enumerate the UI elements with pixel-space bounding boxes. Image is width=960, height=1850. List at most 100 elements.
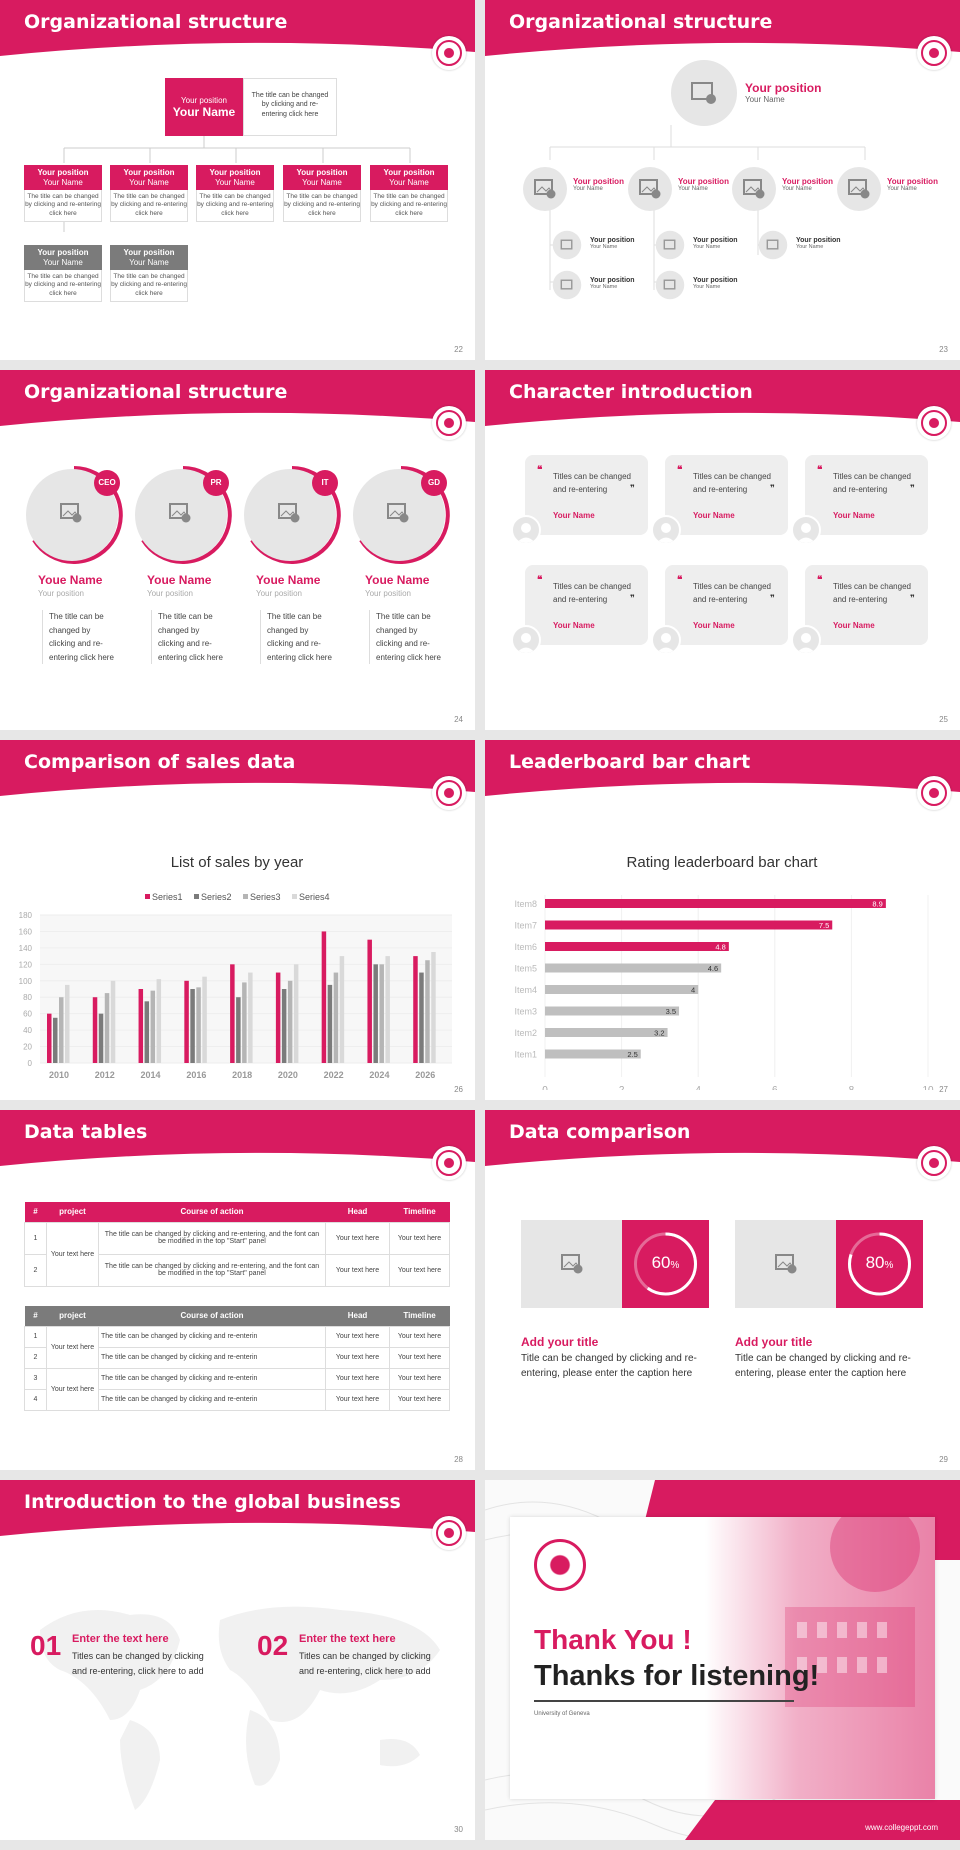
university-seal-icon <box>432 406 466 440</box>
position-label: Your position <box>693 277 738 284</box>
testimonial-card[interactable]: ❝ Titles can be changed and re-entering ❞ Y… <box>805 455 928 535</box>
connector-lines <box>63 136 411 232</box>
bar <box>230 964 235 1063</box>
thanks-listening-heading: Thanks for listening! <box>534 1660 820 1692</box>
position-description: The title can be changed by clicking and… <box>283 190 361 222</box>
testimonial-card[interactable]: ❝ Titles can be changed and re-entering ❞ Y… <box>805 565 928 645</box>
position-label: Your position <box>209 167 261 177</box>
person-name: Your Name <box>553 511 595 520</box>
testimonial-card[interactable]: ❝ Titles can be changed and re-entering ❞ Y… <box>665 565 788 645</box>
avatar-icon <box>791 515 821 545</box>
position-box[interactable]: Your position Your Name <box>110 165 188 190</box>
quote-text: Titles can be changed and re-entering <box>833 582 911 604</box>
person-name: Youe Name <box>147 573 212 587</box>
bar <box>425 960 430 1063</box>
slide-30[interactable]: Introduction to the global business 01 En… <box>0 1480 475 1840</box>
quote-text: Titles can be changed and re-entering <box>693 582 771 604</box>
position-box[interactable]: Your position Your Name <box>24 165 102 190</box>
top-position-box[interactable]: Your position Your Name <box>165 78 243 136</box>
website-link[interactable]: www.collegeppt.com <box>865 1823 938 1832</box>
table-row[interactable]: 3 Your text here The title can be change… <box>24 1367 450 1411</box>
position-box[interactable]: Your position Your Name <box>24 245 102 270</box>
percent-number: 80 <box>865 1253 885 1272</box>
table-row[interactable]: 4 The title can be changed by clicking a… <box>24 1388 450 1411</box>
col-header: Head <box>347 1207 368 1217</box>
slide-27[interactable]: Leaderboard bar chart Rating leaderboard… <box>485 740 960 1100</box>
cell: Your text here <box>46 1325 99 1369</box>
legend-swatch <box>243 894 248 899</box>
position-box[interactable]: Your position Your Name <box>110 245 188 270</box>
table-row[interactable]: 1 Your text here The title can be change… <box>24 1325 450 1369</box>
position-block: Your position Your Name <box>590 277 635 290</box>
bar <box>545 1049 641 1059</box>
top-position: Your position Your Name <box>745 81 821 104</box>
position-block: Your position Your Name <box>796 237 841 250</box>
slide-24[interactable]: Organizational structure CEO Youe Name You… <box>0 370 475 730</box>
table-row[interactable]: 1 Your text here The title can be change… <box>24 1221 450 1287</box>
bar <box>327 984 333 1063</box>
university-name: University of Geneva <box>534 1711 590 1717</box>
name-label: Your Name <box>693 244 721 250</box>
testimonial-card[interactable]: ❝ Titles can be changed and re-entering ❞ Y… <box>665 455 788 535</box>
slide-title: Data tables <box>24 1121 148 1143</box>
bar <box>275 972 281 1063</box>
slide-title: Organizational structure <box>509 11 773 33</box>
position-box[interactable]: Your position Your Name <box>283 165 361 190</box>
slide-29[interactable]: Data comparison 60% Add your title Title c… <box>485 1110 960 1470</box>
position-description: The title can be changed by clicking and… <box>24 190 102 222</box>
bar <box>413 956 418 1063</box>
quote-close-icon: ❞ <box>910 483 915 493</box>
position-label: Your position <box>37 247 89 257</box>
position-label: Your position <box>796 237 841 244</box>
person-description: The title can be changed by clicking and… <box>369 610 443 665</box>
bar <box>202 976 207 1063</box>
bar <box>53 1017 58 1063</box>
slide-28[interactable]: Data tables # project Course of action H… <box>0 1110 475 1470</box>
table-row[interactable]: 2 The title can be changed by clicking a… <box>24 1253 450 1287</box>
testimonial-card[interactable]: ❝ Titles can be changed and re-entering ❞ Y… <box>525 455 648 535</box>
person-name: Your Name <box>833 511 875 520</box>
slide-26[interactable]: Comparison of sales data List of sales b… <box>0 740 475 1100</box>
person-name: Youe Name <box>38 573 103 587</box>
slide-header: Introduction to the global business <box>0 1480 475 1550</box>
position-block: Your position Your Name <box>693 237 738 250</box>
position-block: Your position Your Name <box>573 177 624 192</box>
position-box[interactable]: Your position Your Name <box>370 165 448 190</box>
university-seal-icon <box>432 1516 466 1550</box>
person-name: Your Name <box>693 621 735 630</box>
bar <box>156 979 162 1063</box>
x-tick-label: 2014 <box>141 1070 161 1080</box>
cell: Your text here <box>46 1221 99 1287</box>
cell: 1 <box>24 1221 47 1255</box>
bar <box>242 982 247 1063</box>
name-label: Your Name <box>590 284 618 290</box>
quote-close-icon: ❞ <box>630 483 635 493</box>
position-box[interactable]: Your position Your Name <box>196 165 274 190</box>
x-tick-label: 2026 <box>415 1070 435 1080</box>
bar <box>144 1001 150 1063</box>
testimonial-card[interactable]: ❝ Titles can be changed and re-entering ❞ Y… <box>525 565 648 645</box>
x-tick-label: 2016 <box>186 1070 206 1080</box>
slide-title: Character introduction <box>509 381 753 403</box>
bar <box>104 993 110 1063</box>
slide-25[interactable]: Character introduction ❝ Titles can be ch… <box>485 370 960 730</box>
name-label: Your Name <box>43 257 83 267</box>
slide-header: Organizational structure <box>485 0 960 70</box>
cell: Your text here <box>389 1367 450 1390</box>
top-position-label: Your position <box>745 81 822 95</box>
bar <box>47 1013 52 1063</box>
bar <box>545 1006 680 1016</box>
slide-header: Comparison of sales data <box>0 740 475 810</box>
bar <box>545 920 833 930</box>
slide-31[interactable]: Thank You ! Thanks for listening! Univer… <box>485 1480 960 1840</box>
campus-photo-image <box>705 1517 935 1799</box>
cell: The title can be changed by clicking and… <box>98 1367 326 1390</box>
person-name: Youe Name <box>256 573 321 587</box>
slide-23[interactable]: Organizational structure Your position Y… <box>485 0 960 360</box>
name-label: Your Name <box>887 186 917 192</box>
sales-bar-chart: List of sales by year Series1 Series2 Serie… <box>19 854 452 1080</box>
bar <box>184 980 189 1063</box>
cell: 3 <box>24 1367 47 1390</box>
slide-22[interactable]: Organizational structure Your position Y… <box>0 0 475 360</box>
